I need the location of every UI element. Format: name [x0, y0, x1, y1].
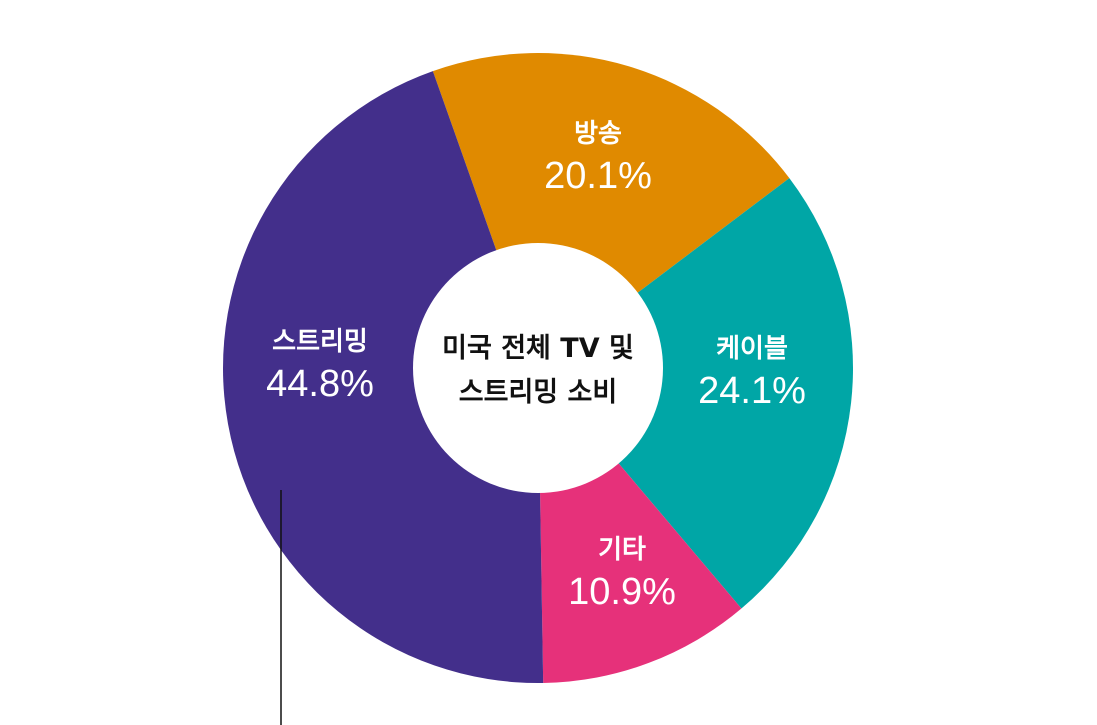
slice-value-streaming: 44.8%	[266, 363, 374, 405]
slice-cable	[538, 178, 854, 609]
donut-hole	[413, 243, 663, 493]
slice-value-other: 10.9%	[568, 571, 676, 613]
center-title-line-2: 스트리밍 소비	[459, 377, 617, 408]
slice-label-cable: 케이블	[716, 334, 788, 364]
slice-streaming	[222, 71, 544, 684]
slice-value-broadcast: 20.1%	[544, 155, 652, 197]
labels-layer: 방송 20.1% 케이블 24.1% 기타 10.9% 스트리밍 44.8%	[266, 119, 806, 613]
slice-label-broadcast: 방송	[574, 119, 622, 149]
slice-label-streaming: 스트리밍	[272, 327, 368, 357]
center-title-line-1: 미국 전체 TV 및	[442, 333, 634, 364]
slice-label-other: 기타	[598, 535, 646, 565]
slice-value-cable: 24.1%	[698, 370, 806, 412]
